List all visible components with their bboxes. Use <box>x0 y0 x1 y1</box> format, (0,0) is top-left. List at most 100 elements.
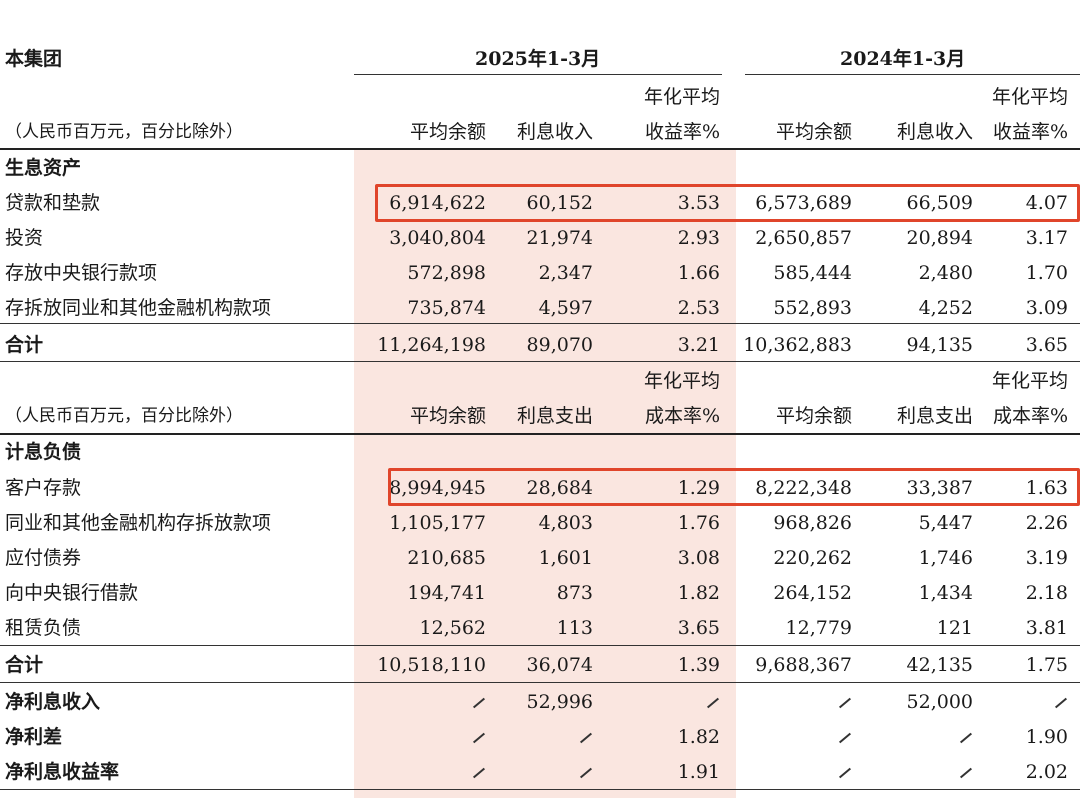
value-cell: 220,262 <box>773 547 852 569</box>
value-cell: 3,040,804 <box>389 227 486 249</box>
table-bottom-rule <box>0 789 1080 790</box>
value-cell: 5,447 <box>918 512 973 534</box>
header-avg-balance: 平均余额 <box>409 121 486 143</box>
slash-mark <box>1054 697 1068 709</box>
unit-note: （人民币百万元，百分比除外） <box>5 122 243 142</box>
value-cell: 2.18 <box>1025 582 1068 604</box>
section-assets-row: 生息资产 <box>0 150 1080 186</box>
header-interest-income: 利息收入 <box>516 121 593 143</box>
value-cell: 2,347 <box>538 262 593 284</box>
not-applicable-slash <box>959 719 973 755</box>
header-avg-balance: 平均余额 <box>775 121 852 143</box>
value-cell: 1.90 <box>1025 726 1068 748</box>
assets-total-label: 合计 <box>5 334 44 356</box>
liability-row: 向中央银行借款 194,741 873 1.82 264,152 1,434 2.18 <box>0 575 1080 611</box>
assets-header-row-1: 年化平均 年化平均 <box>0 79 1080 115</box>
header-annualized: 年化平均 <box>643 370 720 392</box>
value-cell: 2,480 <box>918 262 973 284</box>
value-cell: 572,898 <box>407 262 486 284</box>
value-cell: 2.53 <box>677 297 720 319</box>
header-avg-balance: 平均余额 <box>775 405 852 427</box>
value-cell: 21,974 <box>526 227 593 249</box>
header-annualized: 年化平均 <box>991 370 1068 392</box>
header-annualized: 年化平均 <box>643 86 720 108</box>
value-cell: 585,444 <box>773 262 852 284</box>
value-cell: 52,996 <box>526 691 593 713</box>
slash-mark <box>472 732 486 744</box>
value-cell: 1.63 <box>1025 477 1068 499</box>
assets-total-value: 94,135 <box>906 334 973 356</box>
liab-header-rule <box>0 433 1080 435</box>
slash-mark <box>959 732 973 744</box>
liability-row: 应付债券 210,685 1,601 3.08 220,262 1,746 3.19 <box>0 540 1080 576</box>
value-cell: 735,874 <box>407 297 486 319</box>
value-cell: 66,509 <box>906 192 973 214</box>
value-cell: 1.82 <box>677 726 720 748</box>
value-cell: 1,746 <box>918 547 973 569</box>
header-interest-expense: 利息支出 <box>516 405 593 427</box>
assets-total-value: 3.21 <box>677 334 720 356</box>
value-cell: 3.09 <box>1025 297 1068 319</box>
slash-mark <box>472 767 486 779</box>
not-applicable-slash <box>579 754 593 790</box>
not-applicable-slash <box>706 684 720 720</box>
header-interest-income: 利息收入 <box>896 121 973 143</box>
header-cost-rate: 成本率% <box>992 405 1068 427</box>
row-label: 租赁负债 <box>5 617 82 639</box>
liab-total-rule <box>0 645 1080 646</box>
liability-row: 租赁负债 12,562 113 3.65 12,779 121 3.81 <box>0 610 1080 646</box>
row-label: 存拆放同业和其他金融机构款项 <box>5 297 272 319</box>
value-cell: 3.08 <box>677 547 720 569</box>
not-applicable-slash <box>472 754 486 790</box>
row-label: 向中央银行借款 <box>5 582 139 604</box>
slash-mark <box>706 697 720 709</box>
not-applicable-slash <box>959 754 973 790</box>
slash-mark <box>838 697 852 709</box>
row-label: 净利息收益率 <box>5 761 120 783</box>
assets-section-end-rule <box>0 361 1080 362</box>
value-cell: 1,105,177 <box>389 512 486 534</box>
asset-row: 存拆放同业和其他金融机构款项 735,874 4,597 2.53 552,893 4,2… <box>0 290 1080 326</box>
value-cell: 4,252 <box>918 297 973 319</box>
current-period-shading <box>354 148 736 798</box>
value-cell: 3.65 <box>677 617 720 639</box>
value-cell: 2.02 <box>1025 761 1068 783</box>
header-cost-rate: 成本率% <box>644 405 720 427</box>
not-applicable-slash <box>838 684 852 720</box>
not-applicable-slash <box>838 754 852 790</box>
asset-row: 贷款和垫款 6,914,622 60,152 3.53 6,573,689 66,509 4… <box>0 185 1080 221</box>
liab-total-value: 10,518,110 <box>377 654 486 676</box>
unit-note: （人民币百万元，百分比除外） <box>5 406 243 426</box>
corner-title: 本集团 <box>5 48 63 70</box>
asset-row: 存放中央银行款项 572,898 2,347 1.66 585,444 2,480 1.70 <box>0 255 1080 291</box>
not-applicable-slash <box>838 719 852 755</box>
slash-mark <box>959 767 973 779</box>
summary-row: 净利息收入 52,996 52,000 <box>0 684 1080 720</box>
period-2025-header: 2025年1-3月 <box>475 48 601 70</box>
row-label: 同业和其他金融机构存拆放款项 <box>5 512 272 534</box>
slash-mark <box>579 732 593 744</box>
not-applicable-slash <box>472 684 486 720</box>
not-applicable-slash <box>1054 684 1068 720</box>
slash-mark <box>579 767 593 779</box>
slash-mark <box>472 697 486 709</box>
header-interest-expense: 利息支出 <box>896 405 973 427</box>
value-cell: 4,803 <box>538 512 593 534</box>
assets-total-value: 11,264,198 <box>377 334 486 356</box>
liab-total-value: 1.39 <box>677 654 720 676</box>
value-cell: 12,562 <box>419 617 486 639</box>
assets-total-rule <box>0 323 1080 324</box>
row-label: 贷款和垫款 <box>5 192 101 214</box>
value-cell: 3.81 <box>1025 617 1068 639</box>
value-cell: 2.93 <box>677 227 720 249</box>
value-cell: 3.17 <box>1025 227 1068 249</box>
value-cell: 3.53 <box>677 192 720 214</box>
deposits-highlight-box <box>388 468 1080 506</box>
assets-total-value: 10,362,883 <box>743 334 852 356</box>
liab-total-value: 1.75 <box>1025 654 1068 676</box>
liab-header-row-2: （人民币百万元，百分比除外） 平均余额 利息支出 成本率% 平均余额 利息支出 … <box>0 398 1080 434</box>
row-label: 应付债券 <box>5 547 82 569</box>
assets-total-value: 89,070 <box>526 334 593 356</box>
value-cell: 1.29 <box>677 477 720 499</box>
summary-row: 净利差 1.82 1.90 <box>0 719 1080 755</box>
